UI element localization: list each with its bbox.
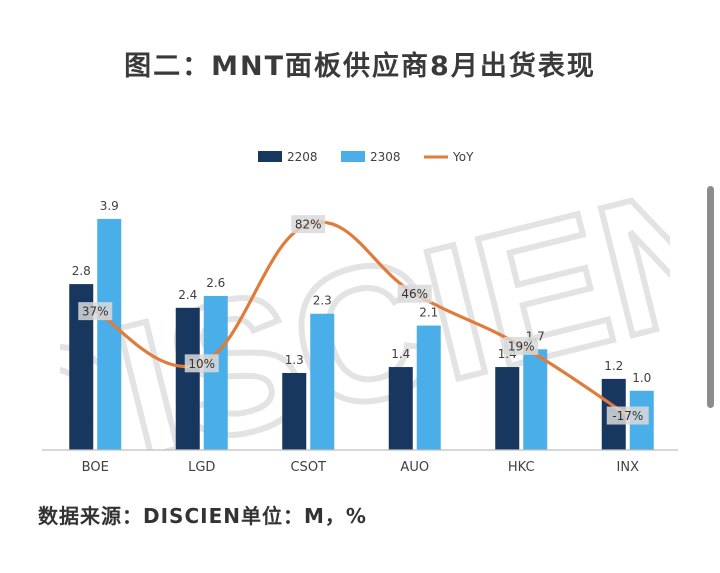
bar-labels: 2.82.41.31.41.41.23.92.62.32.11.71.0 [72,199,652,385]
bar-label-2308-inx: 1.0 [632,371,651,385]
yoy-label-bg [291,215,326,234]
bar-label-2208-boe: 2.8 [72,264,91,278]
x-tick-hkc: HKC [508,460,535,475]
yoy-label-bg [184,354,219,373]
bar-label-2308-auo: 2.1 [419,306,438,320]
yoy-label-csot: 82% [291,215,326,234]
legend-label: 2308 [370,150,401,164]
bar-2208-lgd [175,307,200,450]
legend-item-yoy: YoY [424,150,474,164]
yoy-label-text: 37% [82,305,109,319]
bar-label-2208-csot: 1.3 [285,353,304,367]
yoy-label-bg [78,302,113,321]
bar-2308-csot [310,313,335,450]
yoy-label-boe: 37% [78,302,113,321]
x-tick-auo: AUO [400,460,429,475]
yoy-label-hkc: 19% [504,336,539,355]
x-tick-boe: BOE [82,460,109,475]
legend-swatch [258,151,282,162]
x-tick-inx: INX [617,460,640,475]
x-tick-labels: BOE LGD CSOT AUO HKC INX [82,460,639,475]
legend-item-2308: 2308 [341,150,401,164]
yoy-label-bg [504,336,539,355]
bars [69,218,654,450]
bar-2208-csot [282,372,307,450]
bar-label-2308-boe: 3.9 [100,199,119,213]
legend-label: 2208 [287,150,318,164]
yoy-label-text: 46% [401,287,428,301]
bar-label-2208-inx: 1.2 [604,359,623,373]
bar-label-2208-lgd: 2.4 [178,288,197,302]
bar-2308-lgd [203,295,228,450]
yoy-label-text: -17% [612,409,643,423]
watermark: DISCIEN [60,190,670,450]
bar-label-2308-lgd: 2.6 [206,276,225,290]
bar-2208-hkc [495,367,520,450]
bar-2308-auo [416,325,441,450]
source-note: 数据来源：DISCIEN单位：M，% [38,504,367,528]
legend-label: YoY [452,150,474,164]
x-tick-csot: CSOT [290,460,326,475]
yoy-label-text: 82% [295,218,322,232]
yoy-label-lgd: 10% [184,354,219,373]
yoy-label-text: 10% [188,357,215,371]
bar-2208-auo [388,367,413,450]
yoy-labels: 37% 10% 82% 46% 19% -17% [78,215,649,425]
legend-item-2208: 2208 [258,150,318,164]
bar-2308-hkc [523,349,548,450]
bar-2308-boe [97,218,122,450]
chart-title: 图二：MNT面板供应商8月出货表现 [124,51,596,82]
x-tick-lgd: LGD [188,460,215,475]
legend-swatch [341,151,365,162]
scrollbar[interactable] [707,186,714,408]
bar-label-2208-auo: 1.4 [391,347,410,361]
yoy-label-bg [397,284,432,303]
yoy-label-inx: -17% [606,406,649,425]
yoy-label-text: 19% [508,339,535,353]
legend: 2208 2308 YoY [258,150,474,164]
bar-label-2308-csot: 2.3 [313,294,332,308]
yoy-label-auo: 46% [397,284,432,303]
yoy-label-bg [606,406,649,425]
yoy-line [93,220,630,418]
